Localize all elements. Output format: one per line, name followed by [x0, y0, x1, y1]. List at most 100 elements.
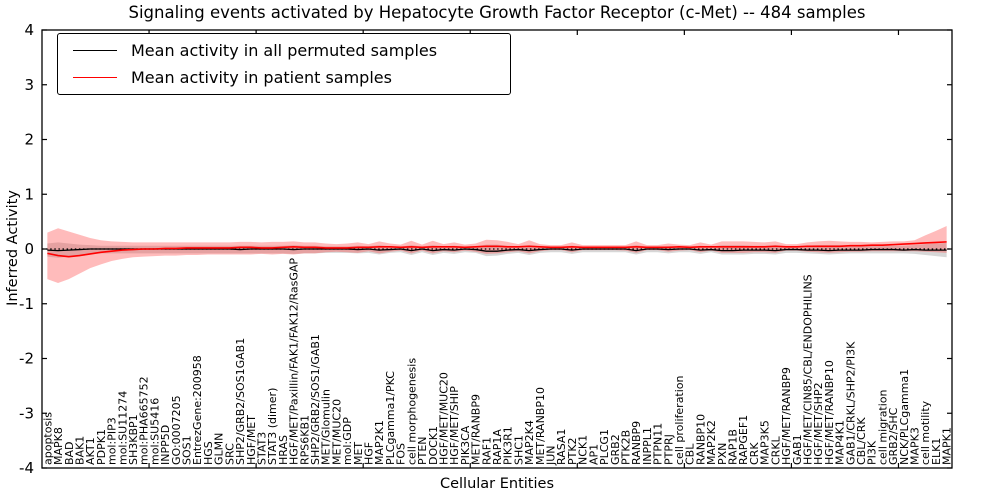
entity-tick-label: apoptosis	[41, 412, 54, 465]
entity-tick-label: cell motility	[919, 400, 932, 465]
entity-tick-label: HGS	[202, 441, 215, 465]
entity-tick-label: HGF/MET/MUC20	[437, 372, 450, 465]
entity-tick-label: PTK2B	[619, 430, 632, 465]
entity-tick-label: PDPK1	[95, 429, 108, 465]
y-tick-label: 0	[24, 240, 34, 258]
y-tick-label: 1	[24, 185, 34, 203]
entity-tick-label: MAPK1	[941, 427, 954, 465]
y-tick-label: 4	[24, 21, 34, 39]
entity-tick-label: SOS1	[181, 435, 194, 465]
entity-tick-label: RANBP9	[630, 421, 643, 465]
permuted-line-icon	[73, 50, 117, 52]
entity-tick-label: NCK/PLCgamma1	[898, 369, 911, 465]
entity-tick-label: MAP3K5	[759, 420, 772, 465]
entity-tick-label: GAB1/CRKL/SHP2/PI3K	[844, 341, 857, 465]
entity-tick-label: PLCgamma1/PKC	[384, 371, 397, 465]
entity-tick-label: GRB2/SHC	[887, 407, 900, 465]
entity-tick-label: AKT1	[84, 437, 97, 465]
entity-tick-label: MET/MUC20	[330, 399, 343, 465]
y-axis-label: Inferred Activity	[5, 190, 21, 306]
entity-tick-label: STAT3 (dimer)	[266, 388, 279, 465]
entity-tick-label: PTK2	[566, 437, 579, 465]
patient-mean-line	[47, 241, 947, 258]
legend-item-permuted: Mean activity in all permuted samples	[58, 41, 510, 60]
entity-tick-label: RAP1A	[491, 429, 504, 465]
entity-tick-label: cell morphogenesis	[405, 358, 418, 465]
entity-tick-label: RAF1	[480, 437, 493, 465]
entity-tick-label: SHC1	[512, 435, 525, 465]
entity-tick-label: RAPGEF1	[737, 415, 750, 465]
entity-tick-label: PTPN11	[652, 423, 665, 465]
entity-tick-label: GO:0007205	[170, 395, 183, 465]
entity-tick-label: RPS6KB1	[298, 415, 311, 465]
legend-label-permuted: Mean activity in all permuted samples	[131, 41, 438, 61]
entity-tick-label: JUN	[545, 445, 558, 466]
y-tick-label: -4	[19, 459, 34, 477]
entity-tick-label: INPP5D	[159, 425, 172, 465]
entity-tick-label: HRAS	[277, 435, 290, 465]
entity-tick-label: STAT3	[255, 432, 268, 465]
entity-tick-label: RANBP10	[694, 414, 707, 465]
entity-tick-label: mol:GDP	[341, 417, 354, 465]
entity-tick-label: CBL	[684, 443, 697, 465]
entity-tick-label: mol:PHA665752	[138, 376, 151, 465]
entity-tick-label: EntrezGene:200958	[191, 355, 204, 465]
entity-tick-label: mol:PIP3	[106, 417, 119, 465]
entity-tick-label: HGF/MET/RANBP9	[780, 367, 793, 465]
entity-tick-label: HGF/MET	[245, 415, 258, 465]
y-tick-label: -1	[19, 295, 34, 313]
entity-tick-label: AP1	[587, 444, 600, 465]
entity-tick-label: PLCG1	[598, 429, 611, 465]
entity-tick-label: MAP2K1	[373, 420, 386, 465]
entity-tick-label: SH3KBP1	[127, 414, 140, 465]
entity-tick-label: DOCK1	[427, 426, 440, 465]
entity-tick-label: cell proliferation	[673, 375, 686, 465]
entity-tick-label: GAB1	[791, 434, 804, 465]
entity-tick-label: GRB2	[609, 434, 622, 465]
entity-tick-label: mol:SU11274	[116, 391, 129, 465]
entity-tick-label: RAP1B	[727, 429, 740, 465]
entity-tick-label: CBL/CRK	[855, 417, 868, 465]
patient-line-icon	[73, 76, 117, 78]
entity-tick-label: HGF/MET/SHP2	[812, 382, 825, 465]
entity-tick-label: NCK1	[577, 435, 590, 465]
permuted-mean-line	[47, 248, 947, 252]
legend-item-patient: Mean activity in patient samples	[58, 68, 510, 87]
entity-tick-label: MAP2K2	[705, 420, 718, 465]
entity-tick-label: SHP2/GRB2/SOS1GAB1	[234, 338, 247, 465]
entity-tick-label: MAP4K1	[834, 420, 847, 465]
entity-tick-label: FOS	[395, 443, 408, 465]
entity-tick-label: HGF/MET/RANBP10	[823, 360, 836, 465]
entity-tick-label: HGF/MET/Paxillin/FAK1/FAK12/RasGAP	[288, 258, 301, 465]
entity-tick-label: CRKL	[769, 435, 782, 465]
entity-tick-label: CRK	[748, 442, 761, 465]
legend: Mean activity in all permuted samples Me…	[57, 33, 511, 95]
entity-tick-label: RASA1	[555, 429, 568, 465]
entity-tick-label: MET	[352, 442, 365, 465]
entity-tick-label: mol:SU5416	[148, 398, 161, 465]
entity-tick-label: PIK3CA	[459, 425, 472, 465]
entity-tick-label: MET/RANBP9	[470, 394, 483, 465]
entity-tick-label: BAD	[63, 441, 76, 465]
entity-tick-label: HGF/MET/CIN85/CBL/ENDOPHILINS	[801, 274, 814, 465]
y-tick-label: -2	[19, 350, 34, 368]
y-tick-label: 2	[24, 131, 34, 149]
entity-tick-label: INPPL1	[641, 427, 654, 465]
legend-label-patient: Mean activity in patient samples	[131, 67, 392, 87]
patient-band	[47, 226, 947, 283]
chart-title: Signaling events activated by Hepatocyte…	[128, 3, 866, 22]
y-tick-label: 3	[24, 76, 34, 94]
y-tick-label: -3	[19, 404, 34, 422]
entity-tick-label: PTEN	[416, 436, 429, 465]
entity-tick-label: cell migration	[876, 389, 889, 465]
entity-tick-label: MET/Glomulin	[320, 389, 333, 465]
entity-tick-label: HGF	[363, 442, 376, 465]
entity-tick-label: GLMN	[213, 433, 226, 465]
entity-tick-label: MAPK8	[52, 427, 65, 465]
entity-tick-label: PI3K	[866, 440, 879, 465]
entity-tick-label: SRC	[223, 443, 236, 465]
entity-tick-label: BAK1	[73, 436, 86, 465]
entity-tick-label: HGF/MET/SHIP	[448, 386, 461, 465]
